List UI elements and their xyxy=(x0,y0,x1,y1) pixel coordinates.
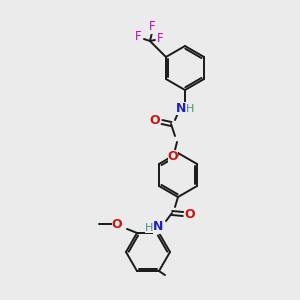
Text: F: F xyxy=(148,20,155,34)
Text: F: F xyxy=(157,32,163,46)
Text: O: O xyxy=(185,208,195,221)
Text: O: O xyxy=(112,218,122,231)
Text: H: H xyxy=(145,223,153,233)
Text: F: F xyxy=(135,31,141,44)
Text: O: O xyxy=(168,149,178,163)
Text: O: O xyxy=(150,113,160,127)
Text: H: H xyxy=(186,104,194,114)
Text: N: N xyxy=(176,101,186,115)
Text: N: N xyxy=(153,220,163,233)
